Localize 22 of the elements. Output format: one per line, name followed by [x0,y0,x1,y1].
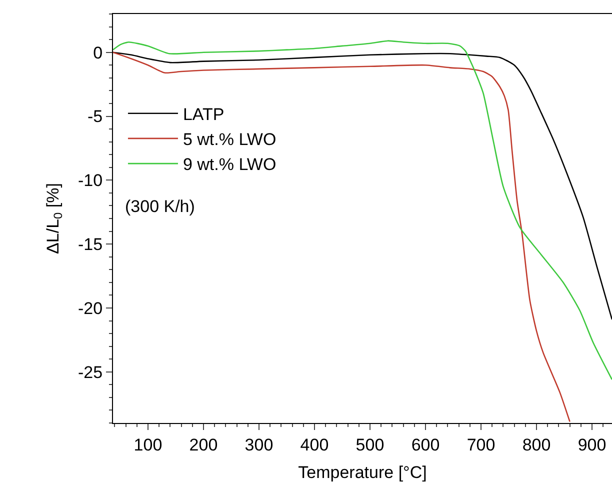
x-tick-label: 200 [189,435,218,454]
x-tick-label: 600 [411,435,440,454]
x-tick-label: 800 [522,435,551,454]
y-tick-label: -10 [78,171,103,190]
y-tick-label: 0 [93,43,103,62]
legend-label: 5 wt.% LWO [182,130,276,150]
line-series [113,52,570,422]
x-tick-label: 400 [300,435,329,454]
x-tick-label: 100 [134,435,162,454]
line-series [113,40,612,380]
x-axis-title: Temperature [°C] [298,462,427,482]
x-tick-label: 500 [356,435,384,454]
y-tick-label: -5 [87,107,103,126]
x-tick-label: 900 [578,435,606,454]
y-tick-label: -15 [78,235,103,254]
y-tick-label: -25 [78,362,103,382]
legend-label: LATP [182,104,224,124]
legend-label: 9 wt.% LWO [182,155,276,174]
annotation: (300 K/h) [125,197,195,216]
y-tick-label: -20 [78,298,103,318]
x-tick-label: 300 [244,435,274,454]
x-tick-label: 700 [466,435,496,454]
